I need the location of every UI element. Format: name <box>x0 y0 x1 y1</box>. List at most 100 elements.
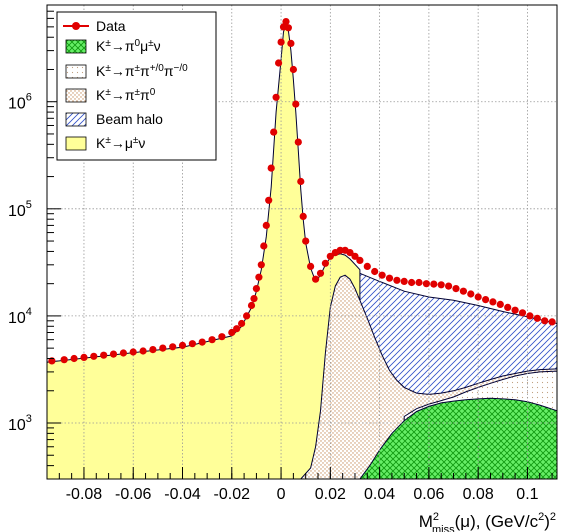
data-point <box>218 333 226 341</box>
data-point <box>400 277 408 285</box>
data-point <box>482 296 490 304</box>
data-point <box>511 306 519 314</box>
legend-label-data: Data <box>96 18 126 34</box>
data-point <box>60 356 68 364</box>
data-point <box>90 352 98 360</box>
data-point <box>459 287 467 295</box>
y-tick-label: 106 <box>8 92 32 113</box>
data-point <box>272 93 280 101</box>
data-point <box>198 338 206 346</box>
data-point <box>526 312 534 320</box>
data-point <box>533 314 541 322</box>
data-point <box>504 303 512 311</box>
data-point <box>255 273 263 281</box>
x-tick-label: 0.08 <box>463 486 494 503</box>
data-point <box>208 336 216 344</box>
data-point <box>80 353 88 361</box>
data-point <box>430 280 438 288</box>
data-point <box>247 301 256 310</box>
data-point <box>275 59 283 67</box>
data-point <box>371 267 379 276</box>
data-point <box>408 278 416 287</box>
legend-swatch-k2pi <box>65 88 87 103</box>
data-point <box>260 242 268 250</box>
data-point <box>48 357 56 365</box>
x-tick-label: -0.02 <box>214 486 251 503</box>
data-point <box>321 259 329 267</box>
legend-box <box>56 11 217 161</box>
legend-swatch-kmu3 <box>65 39 87 54</box>
data-point <box>238 319 246 328</box>
data-point <box>250 295 258 303</box>
data-point <box>467 290 475 298</box>
legend-swatch-kmu2 <box>65 136 87 151</box>
data-point <box>169 343 177 351</box>
x-tick-label: 0.06 <box>413 486 444 503</box>
plot-area <box>46 4 558 480</box>
data-point <box>346 249 354 257</box>
data-point <box>299 212 307 220</box>
legend-label-k3pi: K±→π±π+/0π−/0 <box>96 63 188 79</box>
kmu3-area <box>359 397 557 479</box>
data-point <box>149 346 157 354</box>
data-point <box>541 317 549 325</box>
data-point <box>437 281 445 289</box>
data-point <box>265 196 273 204</box>
data-point <box>312 275 320 283</box>
x-tick-label: 0.1 <box>516 486 538 503</box>
data-point <box>393 276 401 284</box>
plot-frame <box>46 4 558 480</box>
data-point <box>518 309 527 317</box>
data-point <box>243 312 251 320</box>
data-point <box>284 24 292 32</box>
data-point <box>119 349 127 357</box>
y-tick-label: 105 <box>8 199 32 220</box>
data-point <box>257 261 265 269</box>
x-tick-label: -0.08 <box>66 486 103 503</box>
data-point <box>548 318 556 326</box>
data-point <box>496 300 504 308</box>
data-point <box>159 344 167 352</box>
data-point <box>129 348 137 356</box>
data-point <box>139 347 147 355</box>
x-tick-labels: -0.08 -0.06 -0.04 -0.02 0 0.02 0.04 0.06 0.08 0.1 <box>66 486 539 503</box>
data-point <box>489 298 497 306</box>
data-point <box>452 285 460 293</box>
legend-swatch-data-marker <box>72 22 80 30</box>
data-point <box>445 282 453 290</box>
data-point <box>316 269 325 277</box>
y-tick-label: 104 <box>8 306 32 327</box>
legend-swatch-halo <box>65 112 87 127</box>
data-point <box>70 354 78 363</box>
data-point <box>289 65 297 74</box>
data-point <box>351 252 359 260</box>
data-point <box>363 262 371 270</box>
data-point <box>297 177 305 186</box>
legend-swatch-k3pi <box>65 64 87 79</box>
x-tick-label: 0.02 <box>315 486 346 503</box>
data-point <box>292 100 300 108</box>
data-point <box>267 164 275 172</box>
data-point <box>326 252 334 260</box>
data-point <box>302 237 310 245</box>
x-tick-label: -0.04 <box>164 486 201 503</box>
data-point <box>277 38 285 46</box>
x-tick-label: 0 <box>277 486 286 503</box>
data-point <box>287 39 295 48</box>
legend: Data K±→π0μ±ν K±→π±π+/0π−/0 K±→π±π0 Beam… <box>56 11 217 161</box>
data-point <box>178 341 187 349</box>
y-tick-label: 103 <box>8 413 32 434</box>
data-point <box>356 256 364 264</box>
x-axis-title: M2 miss(μ), (GeV/c2)2 <box>419 511 556 532</box>
data-point <box>228 328 236 337</box>
data-point <box>307 262 315 270</box>
legend-label-kmu2: K±→μ±ν <box>96 135 145 151</box>
data-point <box>294 138 302 146</box>
data-point <box>262 221 270 229</box>
data-point <box>188 340 196 348</box>
data-point <box>109 350 118 358</box>
data-point <box>378 271 386 279</box>
data-point <box>252 285 260 293</box>
legend-label-k2pi: K±→π±π0 <box>96 87 156 103</box>
